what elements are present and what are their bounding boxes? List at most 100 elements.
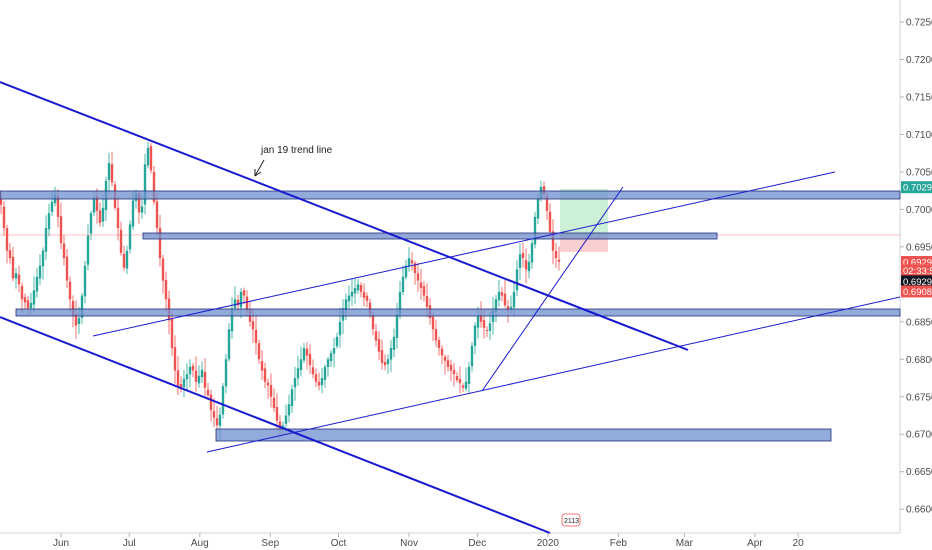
candle-body bbox=[392, 336, 396, 350]
candle-body bbox=[56, 196, 60, 217]
candle-body bbox=[440, 348, 444, 356]
candle-body bbox=[548, 211, 552, 232]
candle-body bbox=[125, 250, 129, 269]
candle-body bbox=[335, 336, 339, 347]
candle-body bbox=[0, 198, 3, 205]
candle-body bbox=[329, 353, 333, 362]
candle-body bbox=[233, 299, 237, 309]
candle-body bbox=[122, 253, 126, 268]
candle-body bbox=[368, 302, 372, 315]
candle-body bbox=[131, 200, 135, 227]
candle-body bbox=[470, 345, 474, 367]
candle-body bbox=[344, 299, 348, 311]
candle-body bbox=[182, 378, 186, 388]
ascending-channel-line-upper[interactable] bbox=[92, 171, 836, 337]
candle-body bbox=[497, 291, 501, 301]
candle-body bbox=[389, 348, 393, 360]
candle-body bbox=[485, 329, 489, 331]
candle-body bbox=[536, 198, 540, 219]
trend-note-arrow-icon bbox=[254, 159, 265, 177]
candle-body bbox=[296, 368, 300, 379]
candle-body bbox=[236, 299, 240, 306]
candle-body bbox=[65, 256, 69, 281]
y-tick-label: 0.71500 bbox=[906, 92, 932, 103]
resistance-zone-top[interactable] bbox=[0, 190, 901, 200]
support-zone-mid[interactable] bbox=[142, 232, 718, 240]
candle-body bbox=[380, 350, 384, 364]
candle-body bbox=[509, 306, 513, 309]
candle-body bbox=[527, 261, 531, 272]
y-tick-label: 0.71000 bbox=[906, 130, 932, 141]
candle-body bbox=[281, 425, 285, 428]
candle-body bbox=[308, 354, 312, 366]
candle-body bbox=[482, 320, 486, 328]
candle-body bbox=[26, 300, 30, 309]
x-tick-label: Oct bbox=[331, 538, 347, 549]
candle-body bbox=[158, 227, 162, 259]
candle-body bbox=[194, 370, 198, 382]
candle-body bbox=[92, 198, 96, 213]
candle-body bbox=[317, 381, 321, 386]
y-tick-label: 0.68500 bbox=[906, 317, 932, 328]
descending-trend-line-upper[interactable] bbox=[0, 81, 689, 351]
candle-body bbox=[128, 224, 132, 250]
candle-body bbox=[551, 231, 555, 251]
candle-body bbox=[419, 282, 423, 289]
support-zone-bottom[interactable] bbox=[215, 428, 832, 442]
candle-body bbox=[545, 195, 549, 211]
y-tick-label: 0.67000 bbox=[906, 430, 932, 441]
candle-body bbox=[266, 382, 270, 386]
candle-body bbox=[416, 273, 420, 281]
candle-body bbox=[50, 201, 54, 212]
candle-body bbox=[314, 374, 318, 382]
candle-body bbox=[506, 306, 510, 311]
time-axis[interactable]: Jun Jul Aug Sep Oct Nov Dec 2020 Feb Mar Apr 20 bbox=[53, 533, 804, 549]
trend-note-text[interactable]: jan 19 trend line bbox=[260, 145, 333, 156]
descending-trend-line-lower[interactable] bbox=[0, 316, 551, 534]
price-tag bbox=[901, 181, 932, 194]
candle-body bbox=[305, 348, 309, 356]
candle-body bbox=[17, 274, 21, 285]
candle-body bbox=[212, 411, 216, 418]
candle-body bbox=[500, 292, 504, 296]
candle-body bbox=[149, 146, 153, 171]
candle-body bbox=[437, 339, 441, 349]
steep-trend-line[interactable] bbox=[481, 186, 624, 392]
candle-body bbox=[11, 256, 15, 279]
candle-body bbox=[98, 210, 102, 223]
candle-body bbox=[467, 366, 471, 384]
candle-body bbox=[197, 375, 201, 384]
candle-body bbox=[407, 258, 411, 266]
candle-body bbox=[515, 269, 519, 291]
candle-body bbox=[524, 260, 528, 270]
candle-body bbox=[224, 359, 228, 387]
support-zone-low[interactable] bbox=[15, 308, 901, 317]
candle-body bbox=[260, 360, 264, 371]
candle-body bbox=[179, 384, 183, 390]
candle-body bbox=[326, 359, 330, 367]
ascending-channel-line-lower[interactable] bbox=[206, 296, 901, 453]
y-tick-label: 0.66000 bbox=[906, 505, 932, 516]
candle-body bbox=[20, 285, 24, 300]
candle-body bbox=[161, 258, 165, 281]
plot-area[interactable] bbox=[0, 0, 900, 533]
candle-body bbox=[38, 265, 42, 279]
candle-body bbox=[77, 318, 81, 324]
candle-body bbox=[530, 243, 534, 263]
y-tick-label: 0.67500 bbox=[906, 392, 932, 403]
candle-body bbox=[449, 364, 453, 371]
candle-body bbox=[452, 369, 456, 375]
candle-body bbox=[251, 321, 255, 330]
x-tick-label: Aug bbox=[191, 538, 209, 549]
candle-body bbox=[311, 367, 315, 375]
y-tick-label: 0.70500 bbox=[906, 167, 932, 178]
candle-body bbox=[404, 265, 408, 278]
price-tag-label: 0.70296 bbox=[903, 183, 932, 194]
candle-body bbox=[323, 366, 327, 380]
x-tick-label: Sep bbox=[261, 538, 279, 549]
candle-body bbox=[272, 397, 276, 408]
candle-body bbox=[290, 389, 294, 407]
candle-body bbox=[377, 339, 381, 352]
candle-body bbox=[269, 384, 273, 397]
